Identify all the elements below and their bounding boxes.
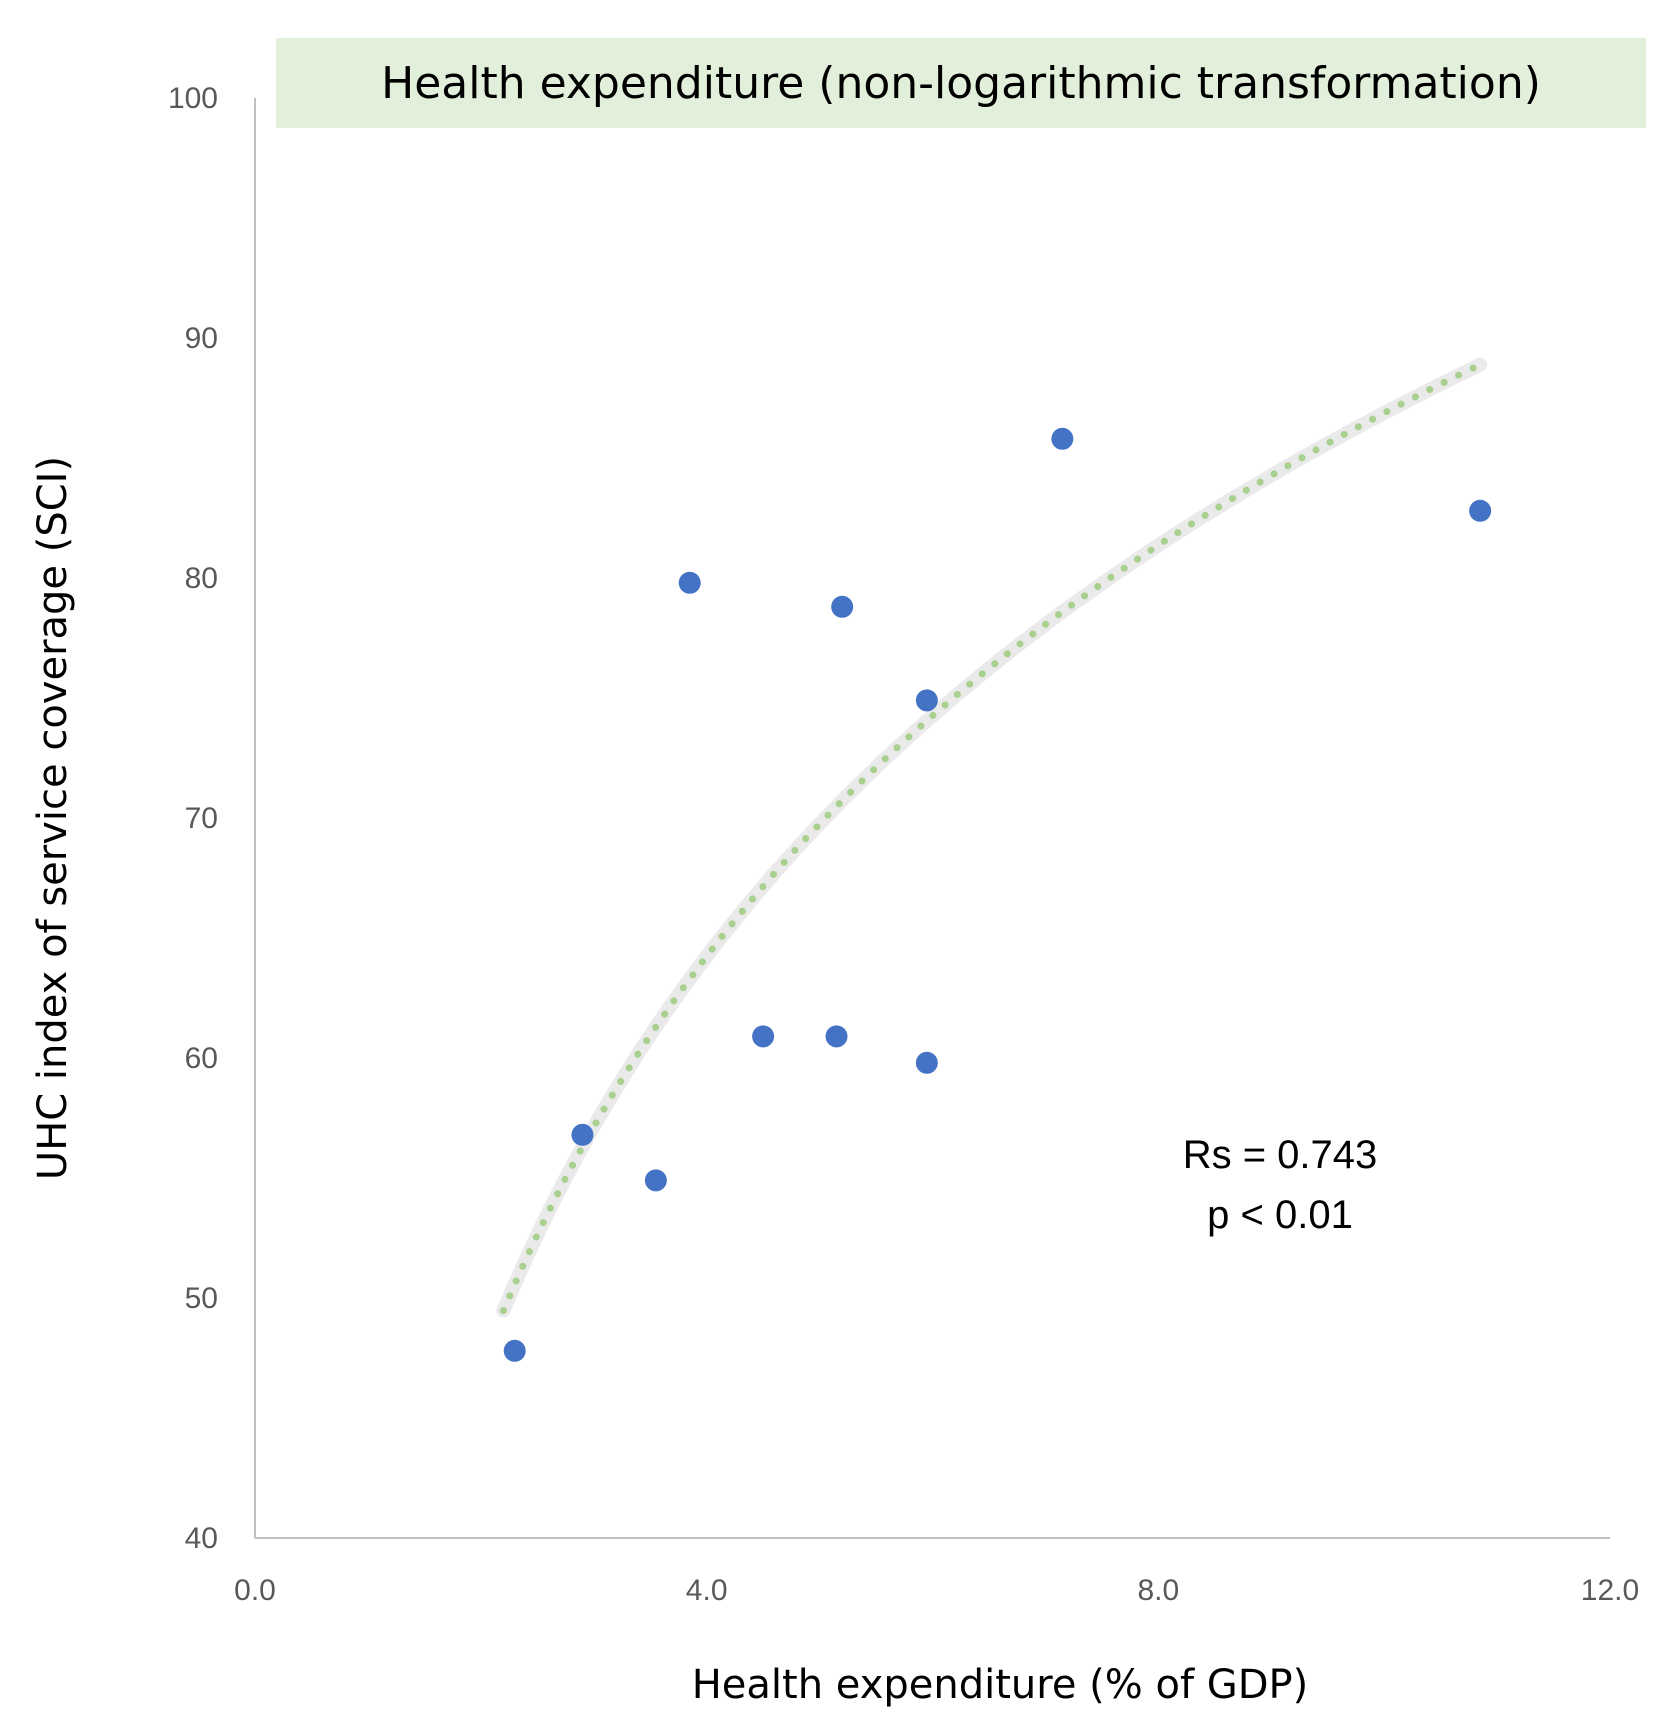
- y-tick-label: 50: [185, 1282, 218, 1315]
- scatter-point: [1051, 427, 1074, 450]
- y-tick-label: 40: [185, 1522, 218, 1555]
- y-tick-labels: 40 50 60 70 80 90 100: [168, 82, 218, 1555]
- scatter-point: [644, 1169, 667, 1192]
- trendline: [499, 361, 1484, 1315]
- x-tick-label: 0.0: [234, 1574, 276, 1607]
- scatter-point: [571, 1123, 594, 1146]
- x-axis-title: Health expenditure (% of GDP): [692, 1662, 1309, 1708]
- chart-title: Health expenditure (non-logarithmic tran…: [381, 58, 1541, 109]
- title-banner: [276, 38, 1646, 128]
- trendline-group: [496, 357, 1488, 1318]
- y-tick-label: 70: [185, 802, 218, 835]
- x-tick-label: 4.0: [686, 1574, 728, 1607]
- x-tick-label: 8.0: [1137, 1574, 1179, 1607]
- rs-annotation: Rs = 0.743: [1183, 1133, 1378, 1177]
- scatter-point: [503, 1339, 526, 1362]
- scatter-point: [678, 571, 701, 594]
- x-tick-label: 12.0: [1581, 1574, 1639, 1607]
- scatter-point: [752, 1025, 775, 1048]
- scatter-point: [915, 1051, 938, 1074]
- y-tick-label: 60: [185, 1042, 218, 1075]
- x-tick-labels: 0.0 4.0 8.0 12.0: [234, 1574, 1639, 1607]
- y-tick-label: 90: [185, 322, 218, 355]
- y-tick-label: 80: [185, 562, 218, 595]
- scatter-point: [825, 1025, 848, 1048]
- scatter-point: [831, 595, 854, 618]
- p-value-annotation: p < 0.01: [1207, 1193, 1353, 1237]
- scatter-points: [503, 427, 1492, 1362]
- y-tick-label: 100: [168, 82, 218, 115]
- scatter-point: [915, 689, 938, 712]
- scatter-point: [1469, 499, 1492, 522]
- y-axis-title: UHC index of service coverage (SCI): [30, 456, 76, 1180]
